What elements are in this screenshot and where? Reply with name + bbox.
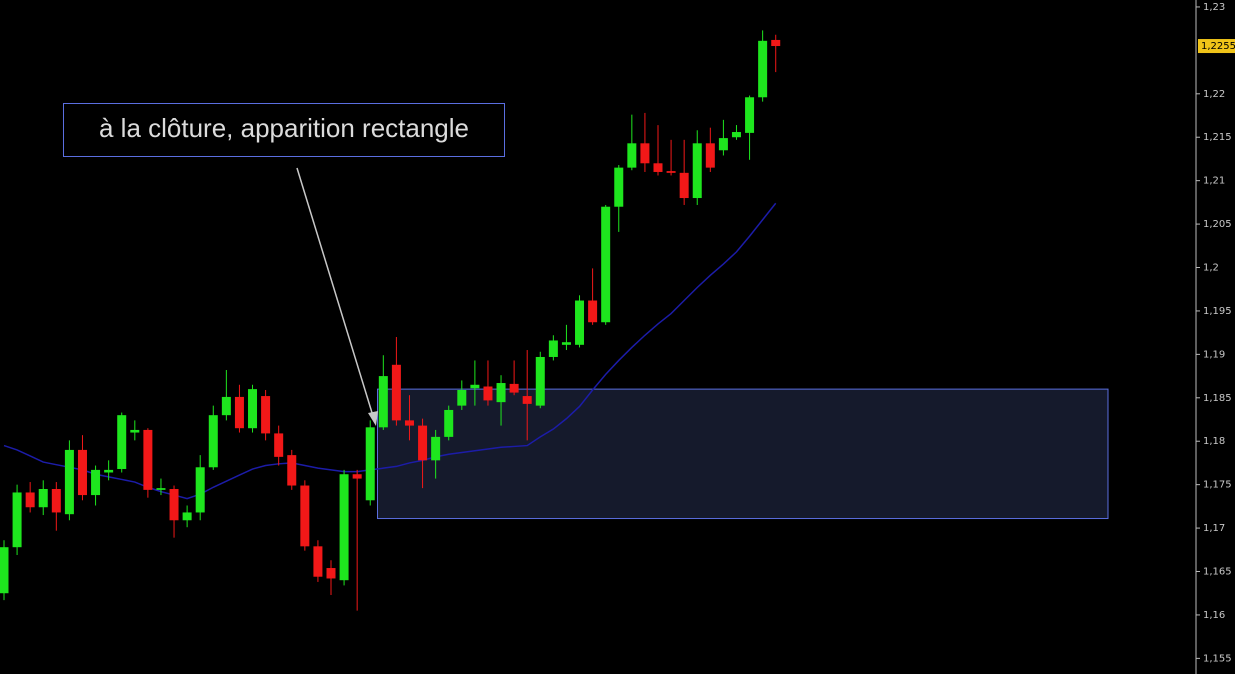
candle-body	[248, 389, 258, 429]
candle-body	[169, 488, 179, 521]
y-tick-label: 1,2	[1203, 263, 1219, 274]
candle-body	[261, 396, 271, 434]
candle-body	[64, 449, 74, 515]
candle-body	[51, 488, 61, 513]
candle-body	[509, 383, 519, 393]
y-tick-label: 1,21	[1203, 176, 1225, 187]
candle-body	[25, 492, 35, 508]
y-tick-label: 1,205	[1203, 219, 1232, 230]
y-tick-label: 1,18	[1203, 436, 1225, 447]
candle-body	[692, 143, 702, 199]
candle-body	[496, 383, 506, 403]
candle-body	[404, 420, 414, 426]
candle-body	[457, 389, 467, 406]
zone	[377, 388, 1109, 520]
candle-body	[588, 300, 598, 323]
candle-body	[287, 455, 297, 486]
candle-body	[326, 568, 336, 579]
candle-body	[378, 376, 388, 428]
price-label-bg	[1198, 39, 1235, 54]
y-tick-label: 1,185	[1203, 393, 1232, 404]
candle-body	[601, 206, 611, 323]
candle-body	[352, 474, 362, 479]
candle-body	[221, 396, 231, 416]
price-label: 1,2255	[1201, 41, 1235, 52]
candle-body	[365, 427, 375, 501]
annotation: à la clôture, apparition rectangle	[99, 113, 469, 143]
y-tick-label: 1,175	[1203, 480, 1232, 491]
candle-body	[130, 429, 140, 433]
candle-body	[418, 425, 428, 461]
candle-body	[0, 547, 9, 594]
candle-body	[300, 485, 310, 547]
y-tick-label: 1,215	[1203, 132, 1232, 143]
candle-body	[156, 488, 166, 490]
candle-body	[104, 469, 114, 473]
arrow-line	[296, 167, 374, 417]
candle-body	[614, 167, 624, 207]
y-tick-label: 1,155	[1203, 653, 1232, 664]
candle-body	[758, 40, 768, 98]
candle-body	[627, 143, 637, 168]
moving-average	[3, 202, 777, 500]
candle-body	[666, 171, 676, 173]
candle-body	[535, 356, 545, 406]
candle-body	[182, 512, 192, 521]
candle-body	[12, 492, 22, 548]
candle-body	[771, 39, 781, 47]
annotation-box	[63, 103, 505, 157]
candle-body	[718, 138, 728, 151]
candle-body	[483, 386, 493, 401]
candle-body	[745, 97, 755, 133]
candle-body	[117, 415, 127, 470]
candle-body	[444, 409, 454, 437]
candle-body	[339, 474, 349, 581]
candle-body	[195, 467, 205, 513]
candle-body	[313, 546, 323, 577]
arrow-head	[368, 411, 378, 426]
candle-body	[208, 415, 218, 468]
candle-body	[640, 143, 650, 164]
y-tick-label: 1,165	[1203, 567, 1232, 578]
candle-body	[470, 384, 480, 389]
candle-body	[234, 396, 244, 429]
candle-body	[431, 436, 441, 461]
candle-body	[548, 340, 558, 357]
candle-body	[391, 364, 401, 421]
candle-body	[731, 132, 741, 138]
y-tick-label: 1,19	[1203, 349, 1225, 360]
candle-body	[705, 143, 715, 168]
candle-body	[575, 300, 585, 345]
candle-body	[274, 433, 284, 457]
y-tick-label: 1,16	[1203, 610, 1225, 621]
candle-body	[653, 163, 663, 172]
candle-body	[522, 396, 532, 404]
y-tick-label: 1,195	[1203, 306, 1232, 317]
y-tick-label: 1,23	[1203, 2, 1225, 13]
candle-body	[77, 449, 87, 496]
candle-body	[143, 429, 153, 490]
candle-body	[38, 488, 48, 508]
y-tick-label: 1,22	[1203, 89, 1225, 100]
candle-body	[91, 469, 101, 496]
candle-body	[561, 342, 571, 345]
candle-body	[679, 172, 689, 199]
y-tick-label: 1,17	[1203, 523, 1225, 534]
